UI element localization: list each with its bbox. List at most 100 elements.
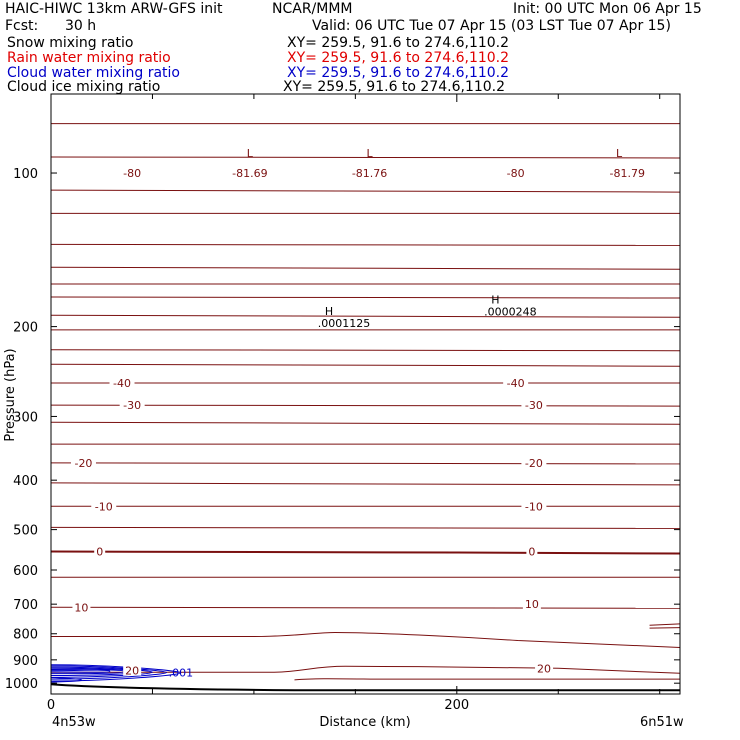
x-tick-label: 0 — [47, 698, 55, 713]
isotherm-line — [51, 665, 681, 674]
legend-cloudwater-xy: XY= 259.5, 91.6 to 274.6,110.2 — [287, 65, 510, 81]
contour-label: -80 — [507, 167, 525, 180]
contour-label: -80 — [123, 167, 141, 180]
contour-label: -30 — [123, 399, 141, 412]
contour-label-bg — [526, 544, 538, 557]
isotherm-line — [50, 349, 681, 352]
plot-border — [50, 93, 681, 695]
isotherm-line — [50, 404, 681, 407]
contour-layer — [50, 123, 681, 692]
contour-label: -40 — [507, 377, 525, 390]
contour-label-bg — [123, 663, 142, 676]
contour-label-bg — [503, 166, 529, 179]
cloud-water-contour — [50, 664, 182, 682]
contour-label-bg — [521, 499, 547, 512]
isotherm-line — [50, 189, 681, 193]
contour-label: 20 — [125, 665, 139, 678]
cloud-water-layer: .001 — [50, 664, 194, 683]
contour-label-bg — [119, 166, 145, 179]
contour-label-bg — [535, 661, 554, 674]
legend-cloudice-name: Cloud ice mixing ratio — [7, 79, 161, 95]
y-tick-label: 400 — [13, 474, 38, 489]
contour-label: -10 — [95, 500, 113, 513]
isotherm-line — [50, 421, 681, 425]
isotherm-line — [50, 526, 681, 529]
x-left-location: 4n53w — [52, 715, 96, 730]
isotherm-line — [50, 296, 681, 299]
y-tick-label: 500 — [13, 524, 38, 539]
fcst-label: Fcst: — [5, 18, 39, 34]
contour-label-bg — [522, 597, 541, 610]
isotherm-line — [50, 363, 681, 367]
fcst-value: 30 h — [65, 18, 97, 34]
model-title: HAIC-HIWC 13km ARW-GFS init — [5, 1, 223, 17]
legend-cloudice-xy: XY= 259.5, 91.6 to 274.6,110.2 — [283, 79, 506, 95]
isotherm-line — [649, 623, 681, 629]
high-marker: H — [325, 305, 333, 318]
contour-label-bg — [226, 166, 273, 179]
x-tick-label: 200 — [444, 698, 469, 713]
contour-label: -20 — [74, 457, 92, 470]
legend-snow-name: Snow mixing ratio — [7, 35, 134, 51]
contour-label-bg — [72, 600, 91, 613]
isotherm-line — [50, 606, 681, 609]
legend-snow-xy: XY= 259.5, 91.6 to 274.6,110.2 — [287, 35, 510, 51]
x-axis-label: Distance (km) — [319, 715, 410, 730]
contour-label: 10 — [525, 598, 539, 611]
y-tick-label: 600 — [13, 564, 38, 579]
y-tick-label: 300 — [13, 410, 38, 425]
legend-rain-name: Rain water mixing ratio — [7, 50, 171, 66]
cloud-water-contour — [50, 669, 111, 673]
contour-label: -40 — [113, 377, 131, 390]
contour-label: -81.79 — [610, 167, 645, 180]
contour-label: 0 — [96, 546, 103, 559]
low-marker: L — [366, 147, 373, 160]
contour-label-bg — [91, 499, 117, 512]
y-tick-label: 700 — [13, 598, 38, 613]
cloud-water-label: .001 — [169, 667, 194, 680]
extremum-value: .0000248 — [484, 305, 537, 318]
contour-label: -30 — [525, 399, 543, 412]
cloud-water-contour — [50, 665, 168, 680]
isotherm-line — [50, 482, 681, 486]
isotherm-line — [50, 550, 681, 555]
isotherm-line — [50, 156, 681, 159]
cloud-water-contour — [50, 677, 82, 683]
label-layer: -80 -81.69 -81.76 -80 -81.79-40 -40-30 -30-20-… — [70, 147, 651, 678]
contour-label-bg — [604, 166, 651, 179]
y-tick-label: 1000 — [5, 677, 38, 692]
contour-label-bg — [70, 455, 96, 468]
contour-label: -81.76 — [352, 167, 387, 180]
contour-label: 10 — [74, 601, 88, 614]
isotherm-line — [50, 266, 681, 270]
isotherm-line — [294, 678, 680, 681]
y-tick-label: 800 — [13, 628, 38, 643]
low-marker: L — [247, 147, 254, 160]
contour-label: -20 — [525, 457, 543, 470]
isotherm-line — [50, 314, 681, 318]
y-tick-label: 200 — [13, 321, 38, 336]
contour-label-bg — [94, 544, 106, 557]
contour-label: 20 — [537, 662, 551, 675]
contour-label-bg — [521, 398, 547, 411]
isotherm-line — [50, 243, 681, 246]
org-label: NCAR/MMM — [272, 1, 353, 17]
isotherm-line — [50, 462, 681, 465]
isotherm-line — [51, 632, 681, 649]
contour-label-bg — [503, 376, 529, 389]
legend-rain-xy: XY= 259.5, 91.6 to 274.6,110.2 — [287, 50, 510, 66]
contour-label: -10 — [525, 500, 543, 513]
contour-label: -81.69 — [232, 167, 267, 180]
contour-label-bg — [119, 398, 145, 411]
contour-label-bg — [521, 455, 547, 468]
y-axis-label: Pressure (hPa) — [3, 348, 18, 441]
init-time: Init: 00 UTC Mon 06 Apr 15 — [513, 1, 702, 17]
legend-cloudwater-name: Cloud water mixing ratio — [7, 65, 180, 81]
isotherm-line — [50, 683, 680, 692]
contour-label: 0 — [528, 546, 535, 559]
x-right-location: 6n51w — [640, 715, 684, 730]
high-marker: H — [491, 293, 499, 306]
contour-label-bg — [346, 166, 393, 179]
